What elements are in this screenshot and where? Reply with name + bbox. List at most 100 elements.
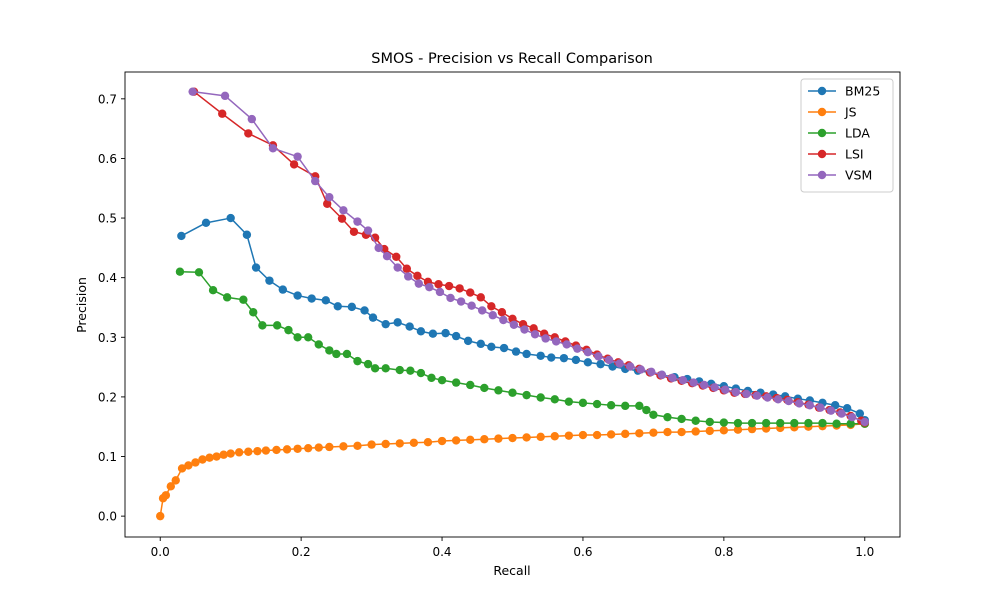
point-lda — [325, 346, 334, 355]
point-js — [166, 482, 175, 491]
point-vsm — [374, 243, 383, 253]
legend-marker-lda — [817, 128, 827, 138]
series-vsm — [188, 87, 869, 427]
point-vsm — [689, 378, 698, 387]
point-lsi — [337, 214, 347, 223]
point-lda — [719, 418, 729, 427]
point-vsm — [435, 287, 445, 297]
point-js — [353, 441, 362, 450]
point-lda — [818, 418, 827, 428]
point-vsm — [721, 385, 730, 394]
point-bm25 — [428, 329, 438, 338]
point-lsi — [349, 227, 359, 236]
point-lda — [606, 401, 616, 410]
point-bm25 — [381, 319, 390, 329]
point-js — [282, 445, 292, 454]
point-lsi — [497, 308, 507, 317]
point-vsm — [456, 297, 466, 306]
point-lda — [466, 380, 475, 390]
point-vsm — [816, 403, 825, 412]
point-js — [381, 439, 390, 449]
point-lsi — [476, 293, 485, 302]
point-vsm — [710, 383, 719, 392]
point-lda — [239, 295, 248, 304]
point-js — [578, 430, 588, 440]
point-lda — [564, 397, 574, 406]
point-js — [663, 427, 672, 437]
point-bm25 — [842, 404, 852, 413]
point-lsi — [218, 109, 227, 118]
point-js — [244, 447, 253, 456]
x-tick-label: 0.4 — [432, 545, 451, 559]
point-vsm — [339, 206, 348, 215]
point-js — [261, 446, 271, 455]
point-js — [314, 443, 323, 452]
point-vsm — [382, 252, 392, 261]
point-js — [649, 428, 658, 437]
point-vsm — [520, 325, 529, 334]
point-bm25 — [487, 342, 496, 352]
y-tick-label: 0.4 — [98, 271, 117, 285]
point-js — [423, 438, 433, 447]
point-vsm — [478, 306, 487, 315]
point-js — [536, 432, 545, 442]
legend-marker-vsm — [817, 170, 827, 180]
point-js — [325, 442, 334, 452]
point-js — [212, 452, 221, 461]
series-bm25 — [177, 213, 869, 425]
x-axis-label: Recall — [493, 563, 530, 578]
point-bm25 — [476, 339, 485, 349]
point-lda — [249, 308, 258, 317]
point-vsm — [636, 365, 645, 374]
point-bm25 — [393, 318, 402, 327]
legend-label-bm25: BM25 — [845, 84, 880, 99]
point-js — [466, 435, 475, 445]
point-js — [293, 444, 302, 453]
point-vsm — [583, 347, 593, 357]
point-js — [171, 476, 180, 485]
point-lsi — [466, 288, 475, 297]
y-tick-label: 0.1 — [98, 450, 117, 464]
point-bm25 — [547, 353, 556, 362]
point-lda — [790, 418, 799, 428]
point-lda — [846, 419, 855, 428]
y-tick-label: 0.0 — [98, 510, 117, 524]
point-bm25 — [536, 351, 545, 360]
point-vsm — [573, 344, 582, 353]
point-vsm — [773, 395, 783, 404]
point-lsi — [244, 129, 253, 138]
point-bm25 — [360, 306, 369, 315]
point-lda — [776, 418, 785, 428]
point-js — [226, 449, 235, 458]
point-lda — [832, 419, 841, 428]
point-lda — [578, 398, 588, 408]
point-lda — [761, 418, 771, 428]
point-bm25 — [333, 302, 342, 311]
point-vsm — [293, 152, 302, 161]
point-js — [508, 433, 517, 443]
point-vsm — [467, 301, 476, 310]
point-bm25 — [405, 322, 414, 331]
point-js — [205, 453, 214, 462]
point-vsm — [311, 176, 320, 186]
legend-box — [800, 78, 894, 193]
point-lda — [381, 364, 390, 373]
point-lda — [621, 401, 630, 411]
point-js — [621, 429, 630, 439]
point-lsi — [434, 280, 443, 289]
point-js — [177, 464, 187, 473]
point-lda — [649, 410, 658, 419]
point-lsi — [392, 252, 401, 262]
point-lsi — [444, 281, 454, 291]
point-vsm — [488, 311, 497, 320]
point-vsm — [837, 409, 846, 418]
point-js — [705, 426, 714, 436]
point-vsm — [763, 393, 772, 402]
point-js — [156, 511, 165, 521]
legend-label-lsi: LSI — [845, 147, 864, 162]
point-lda — [303, 333, 313, 342]
x-tick-label: 1.0 — [855, 545, 874, 559]
point-vsm — [731, 387, 741, 397]
point-vsm — [657, 370, 667, 380]
